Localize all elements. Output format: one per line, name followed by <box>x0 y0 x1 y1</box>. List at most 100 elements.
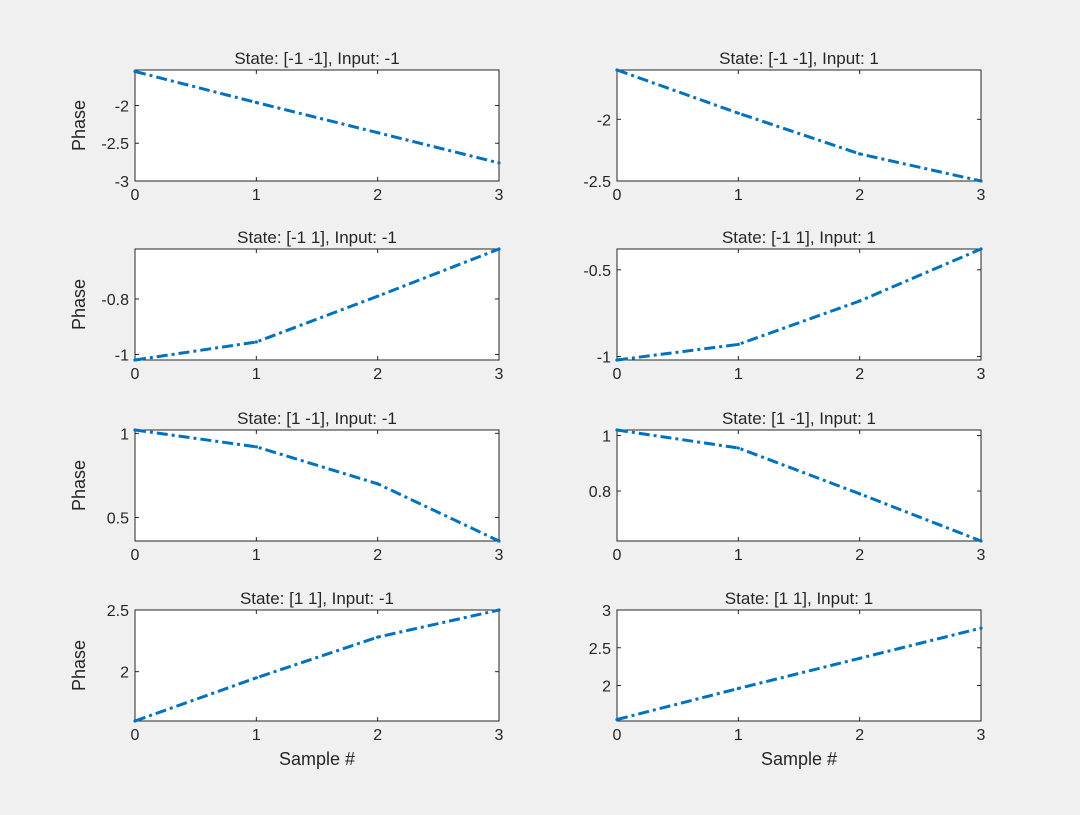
plot-area <box>616 248 982 361</box>
plot-area <box>134 248 500 361</box>
series-line <box>134 608 500 723</box>
y-tick-label: -2 <box>597 112 611 129</box>
y-tick-label: 0.8 <box>589 484 611 501</box>
x-axis-label: Sample # <box>761 749 837 769</box>
y-tick-label: -0.8 <box>101 292 129 309</box>
y-tick-label: 2.5 <box>107 603 129 620</box>
subplot-title: State: [1 -1], Input: -1 <box>237 409 397 428</box>
y-tick-label: 0.5 <box>107 510 129 527</box>
y-tick-label: -2.5 <box>583 174 611 191</box>
data-point <box>858 656 862 660</box>
x-tick-label: 0 <box>131 727 140 744</box>
y-tick-label: 3 <box>602 603 611 620</box>
x-tick-label: 1 <box>734 547 743 564</box>
data-point <box>497 539 501 543</box>
data-point <box>858 152 862 156</box>
subplot-title: State: [-1 -1], Input: 1 <box>719 49 879 68</box>
series-line <box>616 428 982 543</box>
x-tick-label: 2 <box>855 187 864 204</box>
subplot-1: State: [-1 -1], Input: -1 0 1 2 3 -3 -2.5 -2 Pha… <box>69 49 504 204</box>
y-tick-label: -1 <box>597 350 611 367</box>
data-point <box>497 247 501 251</box>
y-axis-label: Phase <box>69 279 89 330</box>
plot-area <box>134 609 500 722</box>
subplot-2: State: [-1 -1], Input: 1 0 1 2 3 -2.5 -2 <box>583 49 985 204</box>
x-tick-label: 2 <box>855 366 864 383</box>
series-line <box>134 428 500 543</box>
y-tick-label: 2 <box>120 665 129 682</box>
x-tick-label: 3 <box>977 727 986 744</box>
plot-area <box>616 429 982 542</box>
y-tick-label: 1 <box>602 429 611 446</box>
x-tick-label: 2 <box>855 727 864 744</box>
x-tick-label: 0 <box>613 547 622 564</box>
x-tick-label: 1 <box>734 727 743 744</box>
data-point <box>979 626 983 630</box>
y-axis-label: Phase <box>69 460 89 511</box>
data-point <box>736 342 740 346</box>
plot-area <box>134 69 500 182</box>
series-line <box>134 70 500 165</box>
subplot-title: State: [1 -1], Input: 1 <box>722 409 876 428</box>
subplot-title: State: [-1 1], Input: 1 <box>722 228 876 247</box>
x-tick-label: 0 <box>613 366 622 383</box>
data-point <box>376 131 380 135</box>
x-tick-label: 3 <box>977 187 986 204</box>
subplot-6: State: [1 -1], Input: 1 0 1 2 3 0.8 1 <box>589 409 986 564</box>
series-line <box>616 626 982 721</box>
data-point <box>497 608 501 612</box>
data-point <box>979 247 983 251</box>
x-tick-label: 2 <box>373 366 382 383</box>
data-point <box>376 482 380 486</box>
data-point <box>979 179 983 183</box>
data-point <box>254 676 258 680</box>
data-point <box>133 428 137 432</box>
data-point <box>736 686 740 691</box>
x-tick-label: 3 <box>495 366 504 383</box>
x-tick-label: 2 <box>373 727 382 744</box>
x-tick-label: 0 <box>131 366 140 383</box>
data-point <box>858 299 862 303</box>
x-tick-label: 1 <box>734 366 743 383</box>
data-point <box>858 492 862 496</box>
data-point <box>615 358 619 362</box>
y-tick-label: -0.5 <box>583 263 611 280</box>
data-point <box>615 428 619 432</box>
y-tick-label: 2.5 <box>589 641 611 658</box>
subplot-title: State: [1 1], Input: -1 <box>240 589 394 608</box>
x-tick-label: 0 <box>613 187 622 204</box>
plot-area <box>616 609 982 722</box>
y-tick-label: -3 <box>115 174 129 191</box>
x-tick-label: 2 <box>855 547 864 564</box>
x-tick-label: 3 <box>495 727 504 744</box>
y-tick-label: 1 <box>120 426 129 443</box>
subplot-3: State: [-1 1], Input: -1 0 1 2 3 -1 -0.8 Phase <box>69 228 504 383</box>
data-point <box>254 100 258 105</box>
series-line <box>616 68 982 183</box>
data-point <box>979 539 983 543</box>
x-tick-label: 0 <box>131 187 140 204</box>
y-axis-label: Phase <box>69 100 89 151</box>
x-tick-label: 1 <box>252 187 261 204</box>
x-tick-label: 3 <box>495 187 504 204</box>
data-point <box>615 68 619 72</box>
x-tick-label: 1 <box>252 727 261 744</box>
x-tick-label: 1 <box>252 547 261 564</box>
x-tick-label: 1 <box>252 366 261 383</box>
series-line <box>134 247 500 362</box>
plot-area <box>616 69 982 182</box>
data-point <box>376 294 380 298</box>
series-line <box>616 247 982 362</box>
x-tick-label: 0 <box>131 547 140 564</box>
data-point <box>736 446 740 450</box>
subplot-4: State: [-1 1], Input: 1 0 1 2 3 -1 -0.5 <box>583 228 985 383</box>
y-tick-label: -2 <box>115 98 129 115</box>
y-axis-label: Phase <box>69 640 89 691</box>
data-point <box>497 161 501 165</box>
y-tick-label: -2.5 <box>101 136 129 153</box>
data-point <box>615 717 619 722</box>
data-point <box>736 111 740 115</box>
x-tick-label: 3 <box>495 547 504 564</box>
